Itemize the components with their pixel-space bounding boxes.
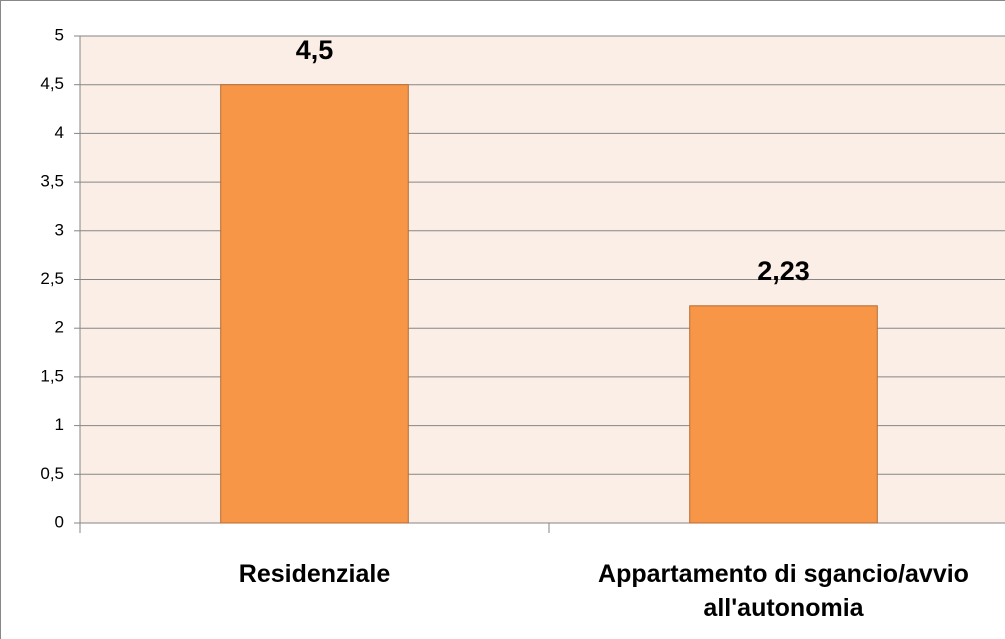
bar (689, 305, 878, 524)
y-tick-label: 0 (55, 512, 64, 531)
y-tick-label: 0,5 (40, 464, 64, 483)
x-tick-label: Appartamento di sgancio/avvio all'autono… (598, 560, 969, 622)
y-tick-label: 1,5 (40, 366, 64, 385)
y-tick-label: 3 (55, 220, 64, 239)
y-tick-label: 5 (55, 25, 64, 44)
data-label: 2,23 (757, 256, 810, 286)
data-label: 4,5 (296, 35, 334, 65)
x-tick-label: Residenziale (238, 560, 391, 588)
y-tick-label: 4,5 (40, 74, 64, 93)
y-tick-label: 4 (55, 123, 64, 142)
y-tick-label: 2 (55, 318, 64, 337)
y-tick-label: 3,5 (40, 172, 64, 191)
y-tick-label: 1 (55, 415, 64, 434)
bar (220, 84, 409, 524)
y-tick-label: 2,5 (40, 269, 64, 288)
